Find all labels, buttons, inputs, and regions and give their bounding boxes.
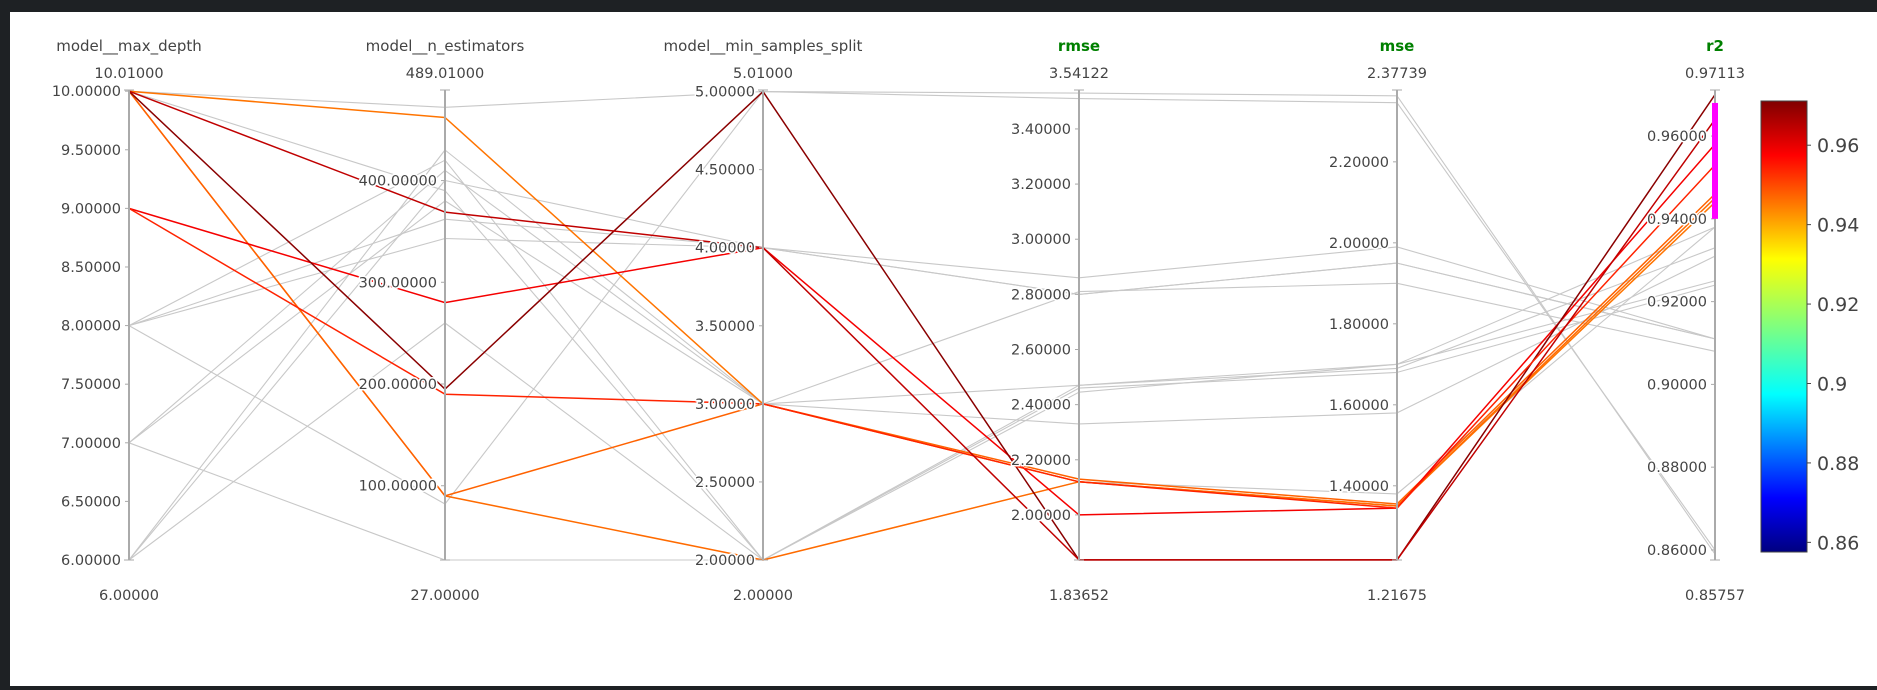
- axis-title-rmse[interactable]: rmse: [1058, 37, 1100, 55]
- line-6: [128, 149, 1716, 561]
- tick-label-min_samples_split: 4.50000: [695, 163, 755, 179]
- tick-label-r2: 0.94000: [1647, 212, 1707, 228]
- tick-label-max_depth: 9.50000: [61, 143, 121, 159]
- axis-max_depth[interactable]: model__max_depth 10.01000 6.00000 10.00000 9…: [50, 37, 202, 604]
- axes-layer: model__max_depth 10.01000 6.00000 10.00000 9…: [50, 37, 1745, 604]
- axis-range-max-max_depth: 10.01000: [94, 66, 163, 82]
- tick-label-rmse: 2.60000: [1011, 343, 1071, 359]
- colorbar-tick-label: 0.94: [1817, 215, 1859, 237]
- tick-label-rmse: 2.00000: [1011, 508, 1071, 524]
- constraint-range-bar-r2[interactable]: [1712, 102, 1718, 219]
- tick-label-mse: 1.40000: [1329, 479, 1389, 495]
- tick-label-n_estimators: 100.00000: [359, 479, 437, 495]
- selected-line-18: [128, 90, 1716, 561]
- axis-range-max-r2: 0.97113: [1685, 66, 1745, 82]
- parallel-coordinates-chart[interactable]: model__max_depth 10.01000 6.00000 10.00000 9…: [10, 12, 1877, 686]
- axis-range-max-min_samples_split: 5.01000: [733, 66, 793, 82]
- line-0: [128, 90, 1716, 555]
- axis-title-r2[interactable]: r2: [1706, 37, 1724, 55]
- axis-range-min-max_depth: 6.00000: [99, 588, 159, 604]
- plot-panel: model__max_depth 10.01000 6.00000 10.00000 9…: [10, 12, 1877, 686]
- tick-label-max_depth: 6.00000: [61, 553, 121, 569]
- line-10: [128, 200, 1716, 444]
- tick-label-max_depth: 10.00000: [52, 84, 121, 100]
- tick-label-min_samples_split: 2.50000: [695, 475, 755, 491]
- tick-label-max_depth: 8.00000: [61, 319, 121, 335]
- axis-title-min_samples_split[interactable]: model__min_samples_split: [664, 37, 863, 56]
- axis-title-mse[interactable]: mse: [1380, 37, 1415, 55]
- colorbar-tick-label: 0.88: [1817, 453, 1859, 475]
- polylines-layer: [128, 90, 1716, 561]
- axis-title-max_depth[interactable]: model__max_depth: [56, 37, 202, 56]
- axis-range-min-min_samples_split: 2.00000: [733, 588, 793, 604]
- line-4: [128, 218, 1716, 340]
- tick-label-max_depth: 7.00000: [61, 436, 121, 452]
- tick-label-mse: 2.00000: [1329, 236, 1389, 252]
- line-1: [128, 91, 1716, 551]
- tick-label-r2: 0.86000: [1647, 543, 1707, 559]
- tick-label-rmse: 2.20000: [1011, 453, 1071, 469]
- tick-label-rmse: 3.00000: [1011, 232, 1071, 248]
- colorbar-tick-label: 0.96: [1817, 135, 1859, 157]
- tick-label-mse: 1.80000: [1329, 317, 1389, 333]
- axis-n_estimators[interactable]: model__n_estimators 489.01000 27.00000 400.…: [357, 37, 525, 604]
- tick-label-mse: 2.20000: [1329, 155, 1389, 171]
- tick-label-r2: 0.96000: [1647, 129, 1707, 145]
- tick-label-r2: 0.88000: [1647, 460, 1707, 476]
- axis-title-n_estimators[interactable]: model__n_estimators: [366, 37, 525, 56]
- selected-line-15: [128, 143, 1716, 516]
- tick-label-min_samples_split: 5.00000: [695, 85, 755, 101]
- tick-label-rmse: 2.80000: [1011, 287, 1071, 303]
- tick-label-max_depth: 7.50000: [61, 377, 121, 393]
- axis-range-max-n_estimators: 489.01000: [406, 66, 484, 82]
- axis-range-min-mse: 1.21675: [1367, 588, 1427, 604]
- tick-label-rmse: 2.40000: [1011, 398, 1071, 414]
- axis-range-max-mse: 2.37739: [1367, 66, 1427, 82]
- colorbar-tick-label: 0.9: [1817, 373, 1847, 395]
- line-5: [128, 169, 1716, 444]
- axis-min_samples_split[interactable]: model__min_samples_split 5.01000 2.00000 5.…: [664, 37, 863, 604]
- tick-label-min_samples_split: 3.00000: [695, 397, 755, 413]
- selected-line-14: [128, 90, 1716, 505]
- colorbar: 0.96 0.94 0.92 0.9 0.88 0.86: [1760, 100, 1859, 554]
- tick-label-n_estimators: 400.00000: [359, 174, 437, 190]
- axis-range-min-n_estimators: 27.00000: [410, 588, 479, 604]
- selected-line-17: [128, 164, 1716, 509]
- line-9: [128, 280, 1716, 561]
- axis-r2[interactable]: r2 0.97113 0.85757 0.96000 0.94000 0.92000 0.9…: [1646, 37, 1745, 604]
- axis-range-min-rmse: 1.83652: [1049, 588, 1109, 604]
- tick-label-n_estimators: 200.00000: [359, 377, 437, 393]
- tick-label-n_estimators: 300.00000: [359, 275, 437, 291]
- colorbar-tick-label: 0.86: [1817, 532, 1859, 554]
- tick-label-max_depth: 6.50000: [61, 494, 121, 510]
- tick-label-r2: 0.90000: [1647, 377, 1707, 393]
- colorbar-tick-label: 0.92: [1817, 294, 1859, 316]
- line-8: [128, 159, 1716, 561]
- tick-label-mse: 1.60000: [1329, 398, 1389, 414]
- tick-label-rmse: 3.40000: [1011, 122, 1071, 138]
- tick-label-r2: 0.92000: [1647, 295, 1707, 311]
- line-2: [128, 179, 1716, 561]
- colorbar-gradient: [1760, 100, 1808, 553]
- line-7: [128, 247, 1716, 561]
- tick-label-max_depth: 8.50000: [61, 260, 121, 276]
- tick-label-rmse: 3.20000: [1011, 177, 1071, 193]
- axis-range-min-r2: 0.85757: [1685, 588, 1745, 604]
- tick-label-min_samples_split: 3.50000: [695, 319, 755, 335]
- axis-range-max-rmse: 3.54122: [1049, 66, 1109, 82]
- tick-label-min_samples_split: 2.00000: [695, 553, 755, 569]
- selected-line-16: [128, 90, 1716, 561]
- axis-mse[interactable]: mse 2.37739 1.21675 2.20000 2.00000 1.80000 1.…: [1328, 37, 1427, 604]
- tick-label-min_samples_split: 4.00000: [695, 241, 755, 257]
- axis-rmse[interactable]: rmse 3.54122 1.83652 3.40000 3.20000 3.00000 2…: [1010, 37, 1109, 604]
- tick-label-max_depth: 9.00000: [61, 201, 121, 217]
